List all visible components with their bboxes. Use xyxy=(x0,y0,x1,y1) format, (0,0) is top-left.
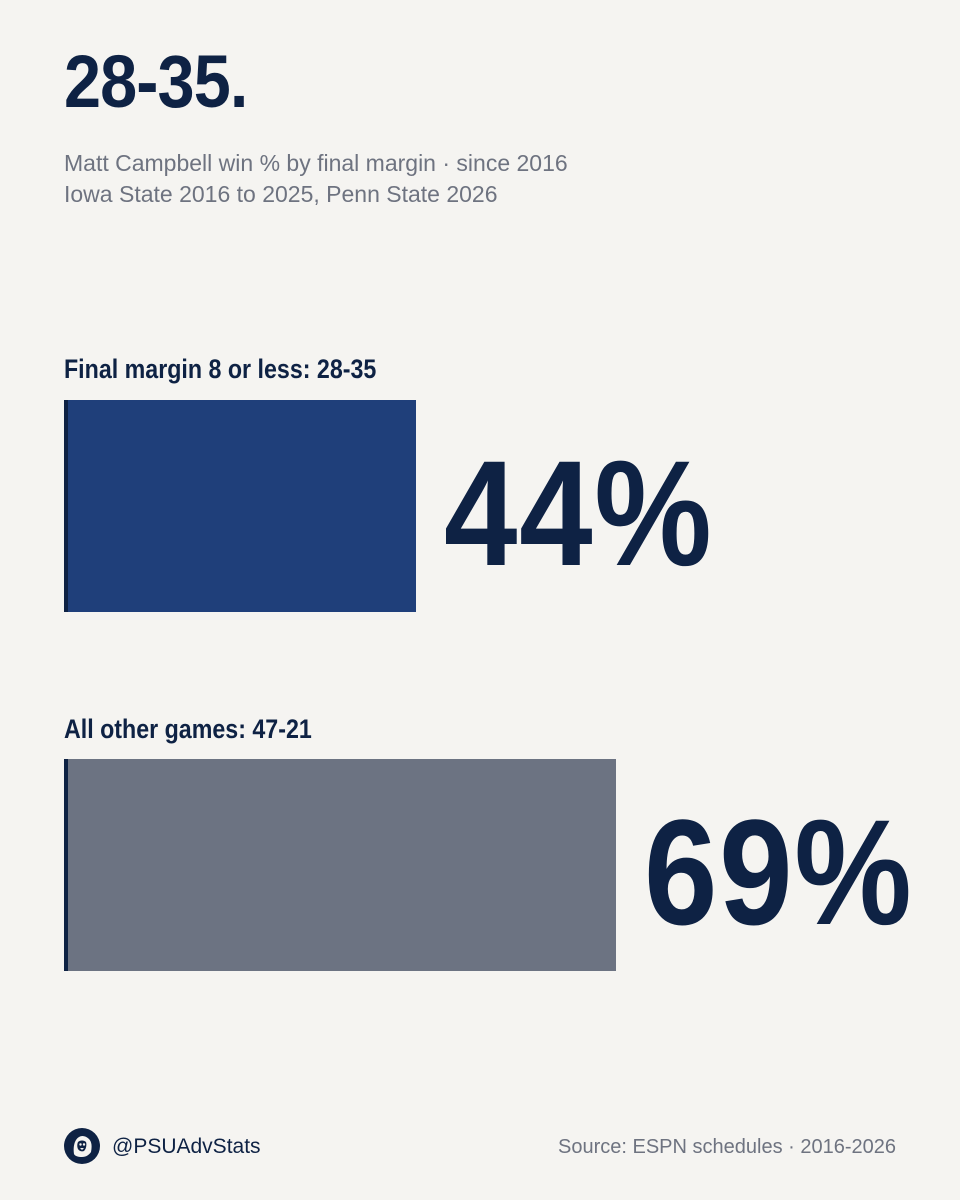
author-handle[interactable]: @PSUAdvStats xyxy=(112,1135,261,1158)
lion-head-icon xyxy=(64,1128,100,1164)
value-label-other-games: 69% xyxy=(644,788,914,956)
headline: 28-35. xyxy=(64,40,248,123)
bar-label-close-games: Final margin 8 or less: 28-35 xyxy=(64,354,377,384)
bar-close-games xyxy=(64,400,416,612)
bar-label-other-games: All other games: 47-21 xyxy=(64,714,312,744)
footer: @PSUAdvStats Source: ESPN schedules · 20… xyxy=(64,1126,896,1166)
subtitle-line-1: Matt Campbell win % by final margin · si… xyxy=(64,150,568,176)
bar-other-games xyxy=(64,759,616,971)
source-note: Source: ESPN schedules · 2016-2026 xyxy=(558,1136,896,1158)
subtitle-line-2: Iowa State 2016 to 2025, Penn State 2026 xyxy=(64,181,498,207)
value-label-close-games: 44% xyxy=(444,429,714,597)
subtitle: Matt Campbell win % by final margin · si… xyxy=(64,148,568,210)
